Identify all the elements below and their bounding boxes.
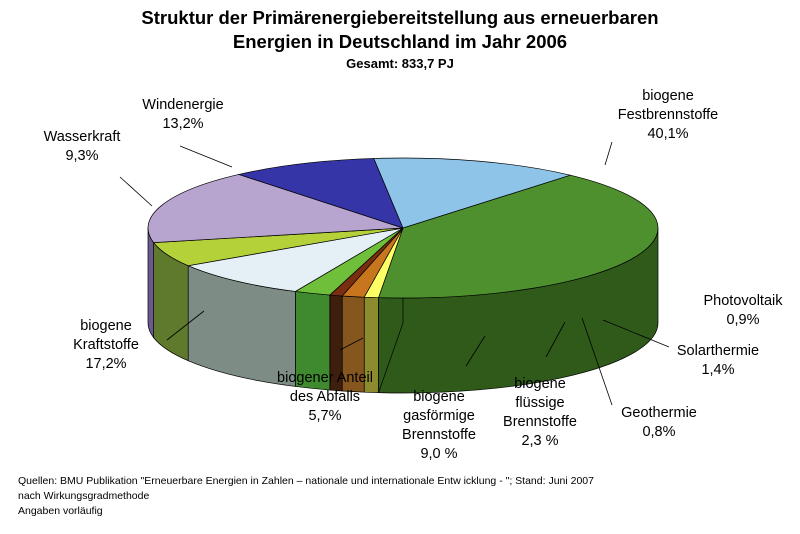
pie-slice-7 [147,174,404,243]
slice-value-5: 9,0 % [420,446,457,462]
slice-value-1: 0,9% [726,312,759,328]
slice-label-0: Festbrennstoffe [618,107,719,123]
slice-label-5: Brennstoffe [402,427,476,443]
slice-label-4: biogene [514,376,566,392]
slice-label-5: biogene [413,389,465,405]
slice-value-6: 5,7% [308,408,341,424]
chart-subtitle: Gesamt: 833,7 PJ [346,56,454,71]
slice-label-4: Brennstoffe [503,414,577,430]
leader-line-4 [545,321,566,358]
slice-label-9: Windenergie [142,97,223,113]
slice-value-2: 1,4% [701,362,734,378]
leader-line-5 [465,335,486,367]
leader-line-9 [179,145,233,168]
leader-line-6 [339,337,364,351]
slice-label-1: Photovoltaik [704,293,784,309]
slice-value-4: 2,3 % [521,433,558,449]
pie-slice-5 [186,227,404,292]
slice-label-6: des Abfalls [290,389,360,405]
slice-label-7: Kraftstoffe [73,337,139,353]
slice-value-9: 13,2% [162,116,203,132]
pie-slice-9 [373,157,572,229]
slice-value-7: 17,2% [85,356,126,372]
slice-label-8: Wasserkraft [44,129,121,145]
pie-slice-0 [378,174,659,299]
leader-line-7 [166,310,205,341]
slice-value-0: 40,1% [647,126,688,142]
slice-value-3: 0,8% [642,424,675,440]
pie-slice-8 [237,158,404,229]
footer-method: nach Wirkungsgradmethode [18,490,149,502]
footer-source: Quellen: BMU Publikation "Erneuerbare En… [18,475,594,487]
slice-value-8: 9,3% [65,148,98,164]
pie-side-7 [147,227,154,339]
leader-line-8 [119,176,153,207]
slice-label-2: Solarthermie [677,343,759,359]
footer-note: Angaben vorläufig [18,505,103,517]
chart-title-line-1: Struktur der Primärenergiebereitstellung… [141,7,658,28]
slice-label-7: biogene [80,318,132,334]
slice-label-0: biogene [642,88,694,104]
slice-label-4: flüssige [515,395,564,411]
slice-label-6: biogener Anteil [277,370,373,386]
chart-title-line-2: Energien in Deutschland im Jahr 2006 [233,31,567,52]
leader-line-0 [604,141,613,166]
slice-label-3: Geothermie [621,405,697,421]
leader-line-3 [581,317,613,406]
leader-line-2 [602,319,670,348]
slice-label-5: gasförmige [403,408,475,424]
